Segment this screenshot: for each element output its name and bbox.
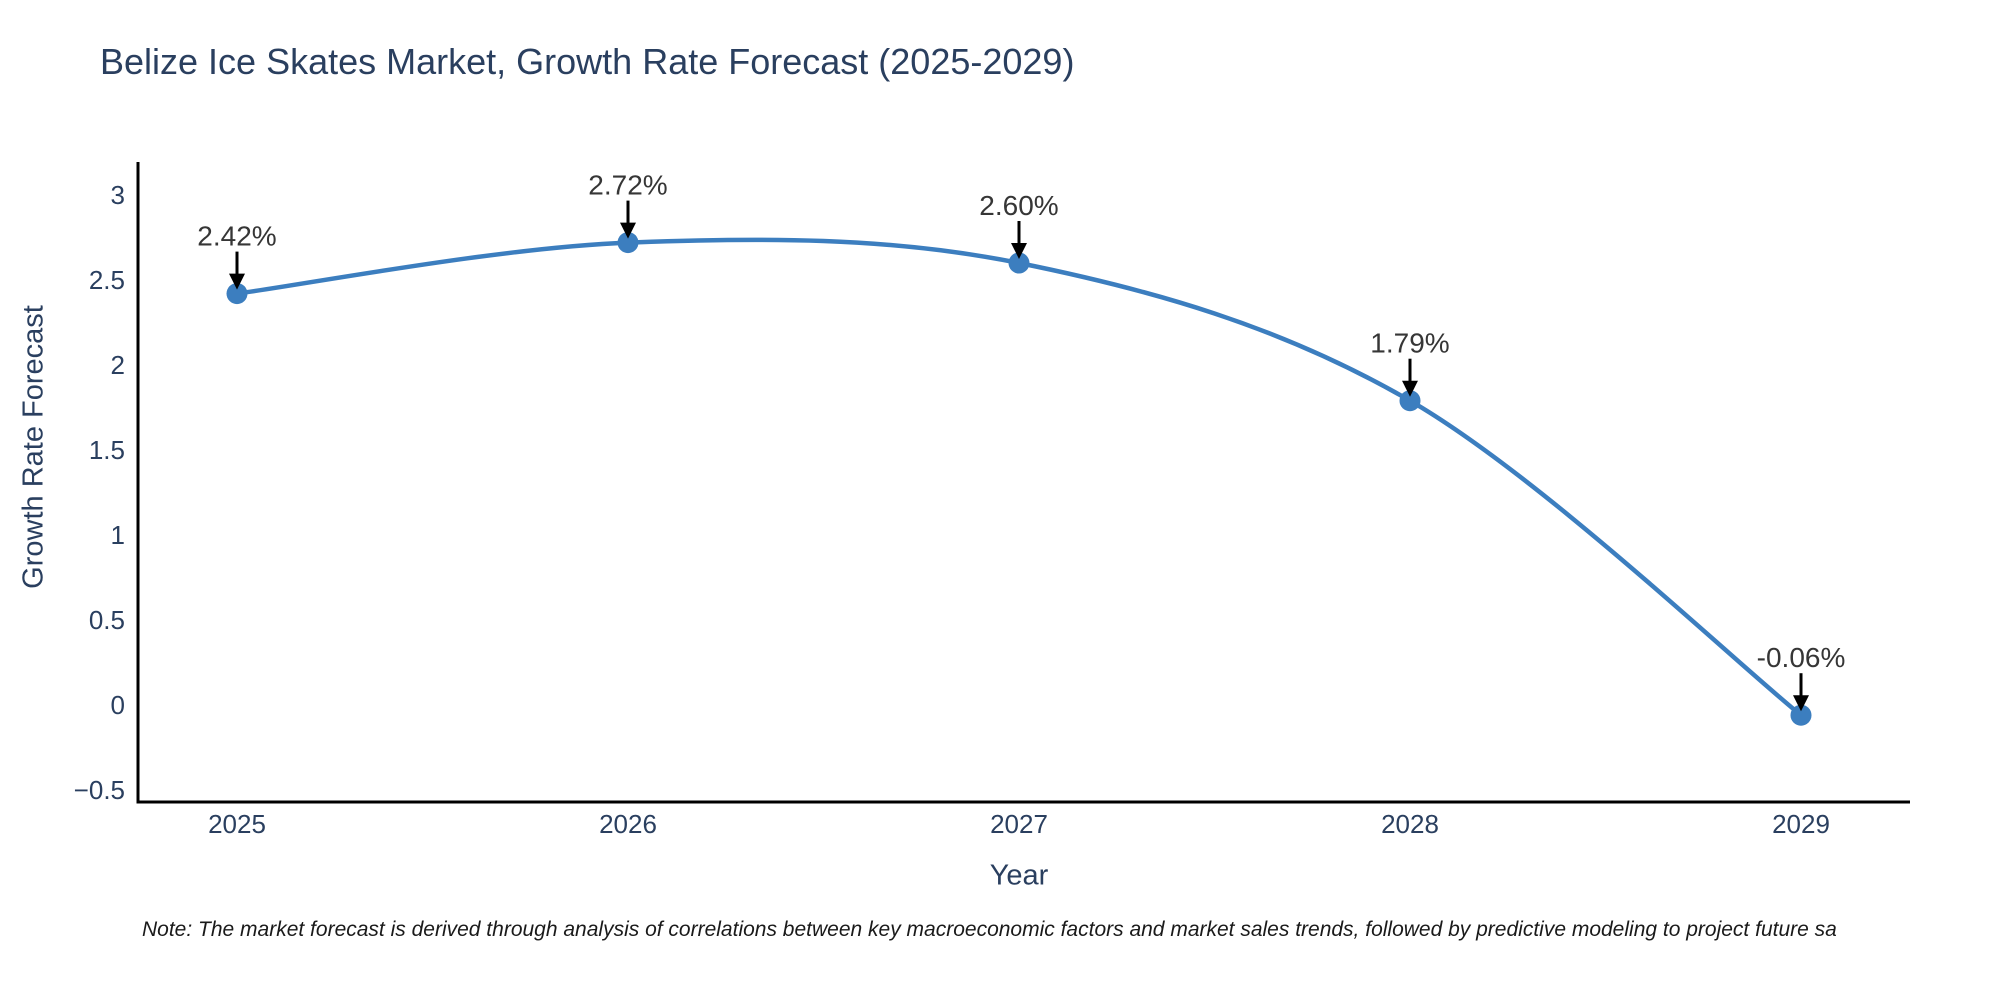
footnote: Note: The market forecast is derived thr… xyxy=(142,918,1837,941)
annotation-arrow-head xyxy=(620,222,636,239)
annotation-arrow-head xyxy=(1793,695,1809,712)
x-tick-label: 2028 xyxy=(1381,809,1439,839)
data-point-label: 2.72% xyxy=(588,170,667,201)
y-tick-label: 1.5 xyxy=(89,435,125,465)
x-axis-title: Year xyxy=(989,859,1049,892)
data-point-marker xyxy=(1399,390,1421,412)
y-tick-label: 2 xyxy=(111,350,125,380)
y-axis-title: Growth Rate Forecast xyxy=(17,305,50,589)
data-point-marker xyxy=(1790,704,1812,726)
x-tick-label: 2027 xyxy=(990,809,1048,839)
data-point-marker xyxy=(617,232,639,254)
data-point-label: -0.06% xyxy=(1757,642,1846,673)
annotation-arrow-head xyxy=(229,273,245,290)
x-tick-label: 2025 xyxy=(208,809,266,839)
y-tick-label: 3 xyxy=(111,180,125,210)
annotation-arrow-head xyxy=(1402,380,1418,397)
x-tick-label: 2026 xyxy=(599,809,657,839)
annotation-arrow-head xyxy=(1011,243,1027,259)
x-tick-label: 2029 xyxy=(1772,809,1830,839)
y-tick-label: 2.5 xyxy=(89,265,125,295)
data-point-marker xyxy=(226,283,248,305)
y-tick-label: 1 xyxy=(111,520,125,550)
y-tick-label: 0.5 xyxy=(89,605,125,635)
chart-title: Belize Ice Skates Market, Growth Rate Fo… xyxy=(100,41,1075,82)
forecast-spline xyxy=(234,237,1804,718)
data-point-marker xyxy=(1008,252,1030,274)
data-point-label: 2.60% xyxy=(979,190,1058,221)
y-tick-label: 0 xyxy=(111,690,125,720)
y-tick-label: −0.5 xyxy=(74,775,125,805)
data-point-label: 1.79% xyxy=(1370,328,1449,359)
data-point-label: 2.42% xyxy=(197,221,276,252)
